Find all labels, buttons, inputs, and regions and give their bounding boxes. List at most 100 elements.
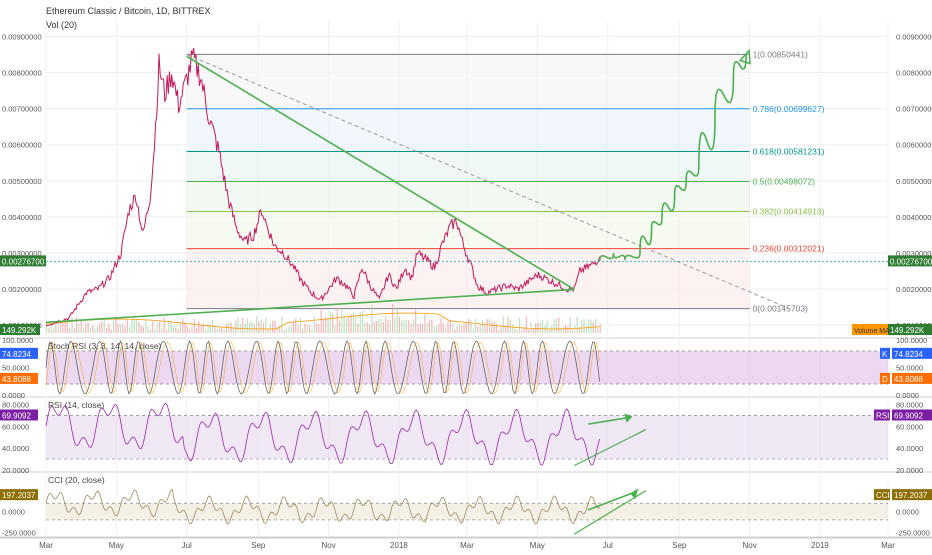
fib-zone xyxy=(186,211,750,249)
volume-bar xyxy=(66,322,68,333)
projection-arrowhead xyxy=(738,48,751,65)
volume-bar xyxy=(62,323,64,333)
volume-bar xyxy=(251,321,253,333)
support-trendline xyxy=(45,288,575,324)
volume-bar xyxy=(479,324,481,333)
cci-band-fill xyxy=(46,503,888,520)
rsi-tick-left: 40.0000 xyxy=(2,444,29,453)
volume-bar xyxy=(352,312,355,333)
volume-bar xyxy=(500,326,502,333)
volume-bar xyxy=(334,325,336,333)
volume-bar xyxy=(147,326,149,333)
price-tick-label-left: 0.00300000 xyxy=(2,249,42,258)
volume-bar xyxy=(191,326,193,333)
rsi-tick-left: 20.0000 xyxy=(2,466,29,475)
price-tick-label-left: 0.00600000 xyxy=(2,141,42,150)
volume-bar xyxy=(272,320,274,333)
volume-bar xyxy=(205,329,207,333)
volume-bar xyxy=(599,323,601,333)
cci-letter-bg xyxy=(874,489,890,501)
volume-bar xyxy=(117,323,119,333)
volume-bar xyxy=(246,318,248,333)
volume-bar xyxy=(424,314,426,333)
volume-bar xyxy=(46,323,48,333)
volume-bar xyxy=(385,316,387,333)
volume-bar xyxy=(366,321,368,333)
volume-bar xyxy=(396,307,398,333)
volume-bar xyxy=(78,324,80,333)
volume-bar xyxy=(89,327,92,333)
volume-bar xyxy=(94,328,96,333)
volume-bar xyxy=(348,316,350,333)
stoch-k-badge-left: 74.8234 xyxy=(2,350,31,359)
price-tick-label-left: 0.00900000 xyxy=(2,32,42,41)
volume-bar xyxy=(516,329,518,333)
volume-bar xyxy=(422,323,424,333)
volume-bar xyxy=(555,319,558,333)
volume-bar xyxy=(458,323,461,333)
volume-bar xyxy=(265,317,267,333)
volume-bar xyxy=(553,319,555,333)
volume-bar xyxy=(249,322,251,333)
volume-bar xyxy=(75,316,78,333)
time-axis-label: May xyxy=(109,541,124,550)
volume-bar xyxy=(498,328,500,333)
volume-bar xyxy=(299,317,301,333)
stoch-rsi-tick-left: 0.0000 xyxy=(2,391,25,400)
volume-bar xyxy=(242,317,244,333)
volume-bar xyxy=(491,321,493,333)
volume-bar xyxy=(481,320,484,333)
volume-bar xyxy=(175,327,177,333)
volume-bar xyxy=(105,328,108,333)
volume-bar xyxy=(278,325,281,333)
time-axis-label: Mar xyxy=(881,541,895,550)
stoch-k-badge-right-bg xyxy=(892,347,932,359)
volume-bar xyxy=(355,315,357,333)
volume-bar xyxy=(544,325,546,333)
volume-bar xyxy=(214,326,216,333)
volume-bar xyxy=(186,326,188,333)
volume-bar xyxy=(154,328,156,333)
price-series xyxy=(45,47,601,327)
volume-bar xyxy=(138,322,140,333)
volume-bar xyxy=(447,320,449,333)
volume-bar xyxy=(403,320,405,333)
volume-bar xyxy=(322,318,325,333)
volume-bar xyxy=(165,329,168,333)
price-tick-label-right: 0.00900000 xyxy=(896,32,932,41)
volume-bar xyxy=(465,322,468,333)
volume-bar xyxy=(55,321,57,333)
volume-bar xyxy=(119,323,122,333)
volume-bar xyxy=(343,316,345,333)
volume-bar xyxy=(345,318,348,333)
volume-bar xyxy=(177,328,179,333)
volume-bar xyxy=(267,329,269,333)
volume-bar xyxy=(380,318,382,333)
stoch-k-badge-right: 74.8234 xyxy=(894,350,923,359)
volume-bar xyxy=(225,323,228,333)
stoch-k-letter: K xyxy=(882,350,888,359)
rsi-arrow-head xyxy=(624,413,633,423)
volume-bar xyxy=(537,323,539,333)
volume-bar xyxy=(456,326,458,333)
volume-bar xyxy=(560,327,562,333)
volume-bar xyxy=(292,321,295,333)
volume-bar xyxy=(195,327,198,333)
volume-bar xyxy=(373,321,375,333)
volume-bar xyxy=(216,328,218,333)
time-axis-label: Nov xyxy=(742,541,756,550)
volume-bar xyxy=(71,316,73,333)
volume-bar xyxy=(170,320,172,333)
volume-bar xyxy=(193,318,195,333)
volume-bar xyxy=(405,319,408,333)
price-tick-label-left: 0.00400000 xyxy=(2,213,42,222)
volume-bar xyxy=(69,327,71,333)
volume-bar xyxy=(306,324,308,333)
volume-bar xyxy=(142,326,145,333)
volume-bar xyxy=(244,323,246,333)
cci-badge-right-bg xyxy=(892,489,932,501)
volume-badge-left-bg xyxy=(0,324,40,335)
cci-tick-right: 0.0000 xyxy=(896,508,919,517)
